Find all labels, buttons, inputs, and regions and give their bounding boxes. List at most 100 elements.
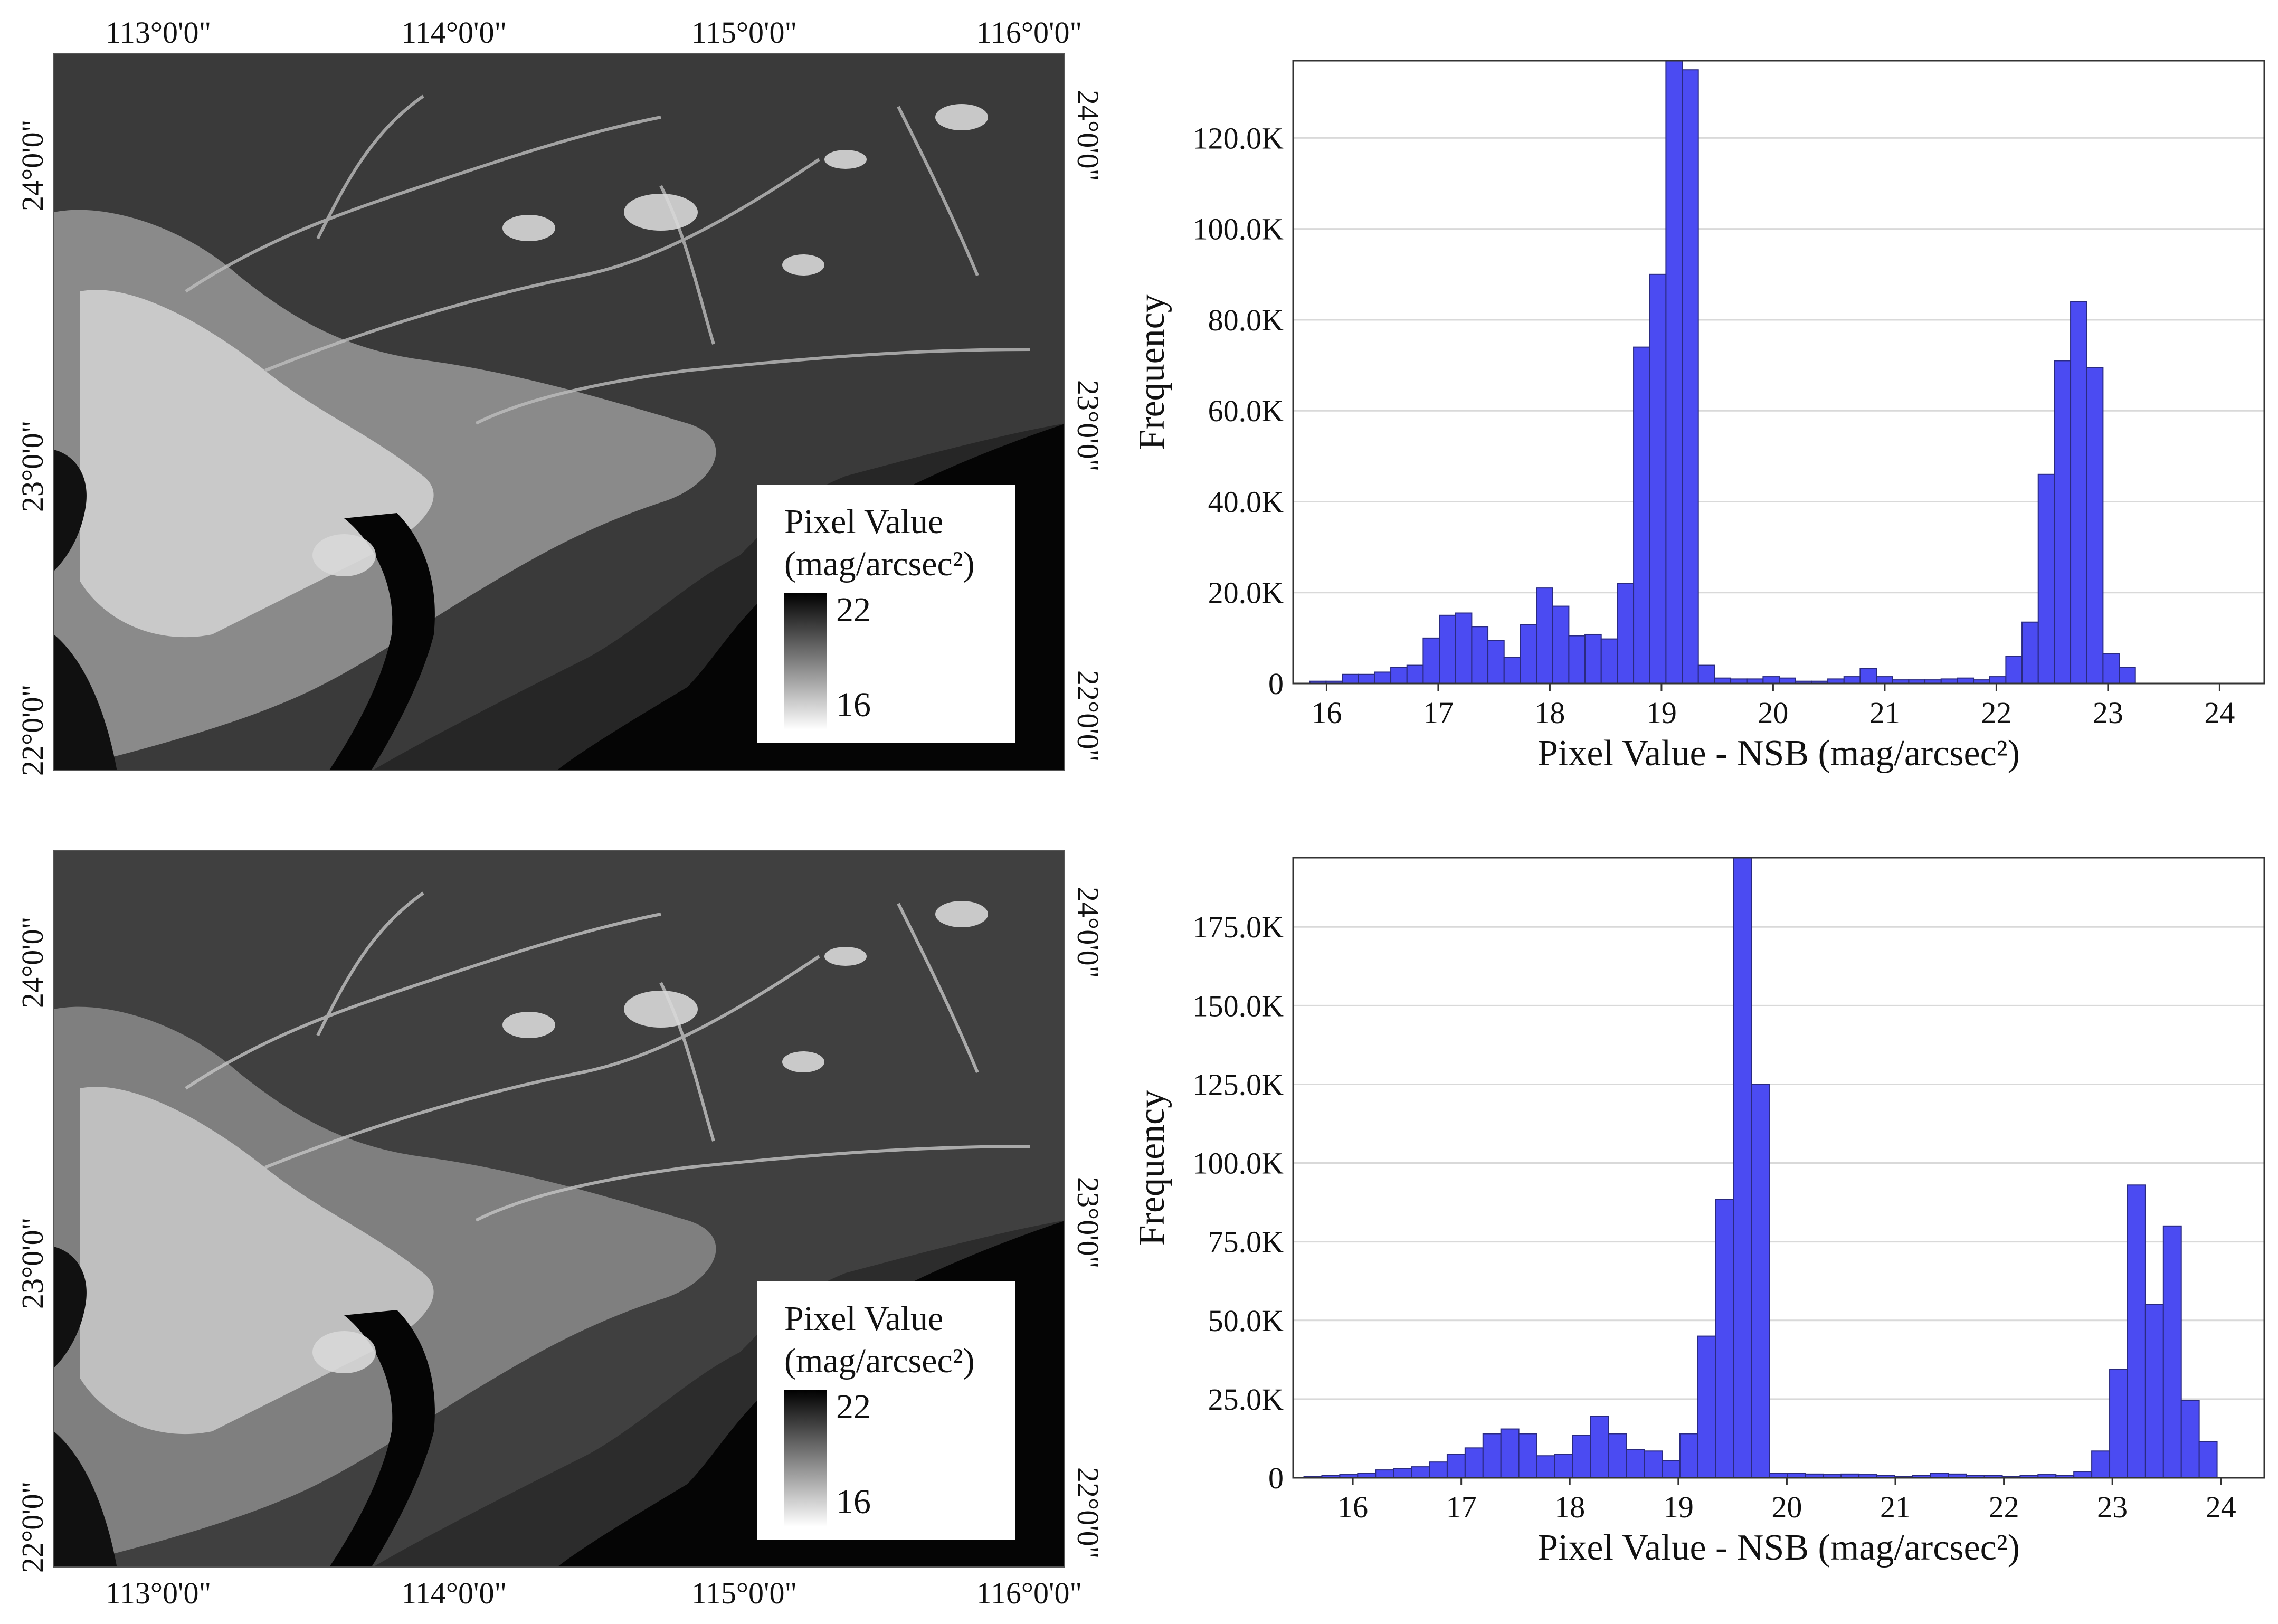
x-tick-label: 23 — [2097, 1490, 2128, 1524]
histogram-panel-top: 0 20.0K 40.0K 60.0K 80.0K 100.0K 120.0K 16 17 18 1… — [1114, 0, 2278, 797]
lon-label: 115°0'0" — [691, 1576, 798, 1610]
x-tick-label: 21 — [1880, 1490, 1911, 1524]
lat-label-right: 23°0'0" — [1071, 1177, 1105, 1269]
y-tick-label: 40.0K — [1208, 485, 1284, 519]
histogram-bar — [2037, 473, 2055, 684]
histogram-bar — [1715, 1199, 1734, 1478]
histogram-bar — [2127, 1184, 2146, 1478]
x-tick-label: 18 — [1554, 1490, 1585, 1524]
histogram-bar — [1342, 673, 1359, 684]
legend-max-value: 22 — [836, 1388, 871, 1426]
histogram-bar — [2070, 301, 2087, 684]
histogram-bar — [1626, 1449, 1645, 1479]
x-tick-label: 22 — [1989, 1490, 2019, 1524]
histogram-bar — [1500, 1428, 1520, 1479]
histogram-bar — [1536, 1455, 1555, 1479]
histogram-chart: 0 25.0K 50.0K 75.0K 100.0K 125.0K 150.0K 175.0K… — [1132, 857, 2265, 1568]
lon-label: 114°0'0" — [401, 15, 507, 50]
histogram-bar — [1439, 614, 1456, 685]
histogram-bar — [2054, 360, 2072, 684]
legend-title-line1: Pixel Value — [784, 502, 944, 541]
histogram-bar — [1665, 60, 1683, 684]
histogram-bar — [1733, 857, 1752, 1478]
y-tick-label: 0 — [1268, 667, 1284, 701]
histogram-bar — [1751, 1084, 1770, 1478]
lat-label-left: 22°0'0" — [15, 1481, 50, 1573]
histogram-bar — [1358, 673, 1375, 684]
lat-label-left: 23°0'0" — [15, 1217, 50, 1309]
lat-label-left: 24°0'0" — [15, 916, 50, 1008]
x-tick-label: 20 — [1758, 696, 1788, 730]
lat-label-right: 23°0'0" — [1071, 380, 1105, 472]
x-tick-label: 24 — [2204, 696, 2235, 730]
histogram-panel-bottom: 0 25.0K 50.0K 75.0K 100.0K 125.0K 150.0K 175.0K… — [1114, 797, 2278, 1621]
histogram-bar — [1633, 346, 1650, 684]
histogram-bar — [1679, 1433, 1698, 1478]
lat-label-left: 22°0'0" — [15, 684, 50, 776]
histogram-bar — [1989, 676, 2007, 685]
histogram-bar — [1554, 1454, 1573, 1478]
lat-label-left: 23°0'0" — [15, 420, 50, 512]
histogram-bar — [1520, 624, 1537, 684]
histogram-bar — [1390, 667, 1408, 684]
map-raster — [54, 54, 1064, 770]
histogram-bar — [1375, 1469, 1394, 1479]
histogram-bar — [1649, 273, 1667, 684]
x-tick-label: 18 — [1534, 696, 1565, 730]
lat-label-right: 22°0'0" — [1071, 670, 1105, 762]
y-tick-label: 100.0K — [1193, 1146, 1284, 1181]
x-tick-label: 24 — [2206, 1490, 2236, 1524]
histogram-bar — [1584, 633, 1602, 685]
x-tick-label: 19 — [1663, 1490, 1694, 1524]
histogram-bar — [2005, 656, 2023, 684]
y-tick-label: 20.0K — [1208, 576, 1284, 610]
legend-title-line2: (mag/arcsec²) — [784, 1342, 975, 1380]
y-axis-label: Frequency — [1132, 1090, 1172, 1246]
histogram-bar — [1843, 676, 1861, 685]
y-tick-label: 75.0K — [1208, 1225, 1284, 1259]
map-panel-top: Pixel Value (mag/arcsec²) 22 16 113°0'0"… — [0, 0, 1114, 797]
legend-min-value: 16 — [836, 1483, 871, 1521]
legend-title-line1: Pixel Value — [784, 1299, 944, 1338]
histogram-bar — [1714, 677, 1732, 684]
lon-label: 116°0'0" — [976, 1576, 1083, 1610]
histogram-bar — [1859, 668, 1877, 685]
x-tick-label: 17 — [1423, 696, 1454, 730]
x-tick-label: 20 — [1771, 1490, 1802, 1524]
histogram-bar — [1503, 657, 1521, 685]
histogram-bar — [1487, 640, 1505, 684]
histogram-bar — [1464, 1447, 1484, 1478]
x-tick-label: 16 — [1311, 696, 1342, 730]
histogram-bar — [2162, 1225, 2182, 1478]
y-tick-label: 80.0K — [1208, 303, 1284, 337]
histogram-bar — [2091, 1450, 2111, 1478]
histogram-bar — [1429, 1461, 1448, 1478]
y-tick-label: 120.0K — [1193, 121, 1284, 155]
histogram-bar — [1393, 1468, 1412, 1478]
histogram-bar — [1572, 1435, 1591, 1479]
lat-label-left: 24°0'0" — [15, 119, 50, 211]
x-tick-label: 22 — [1981, 696, 2011, 730]
lon-label: 113°0'0" — [106, 15, 212, 50]
histogram-bar — [1762, 676, 1780, 685]
lon-label: 114°0'0" — [401, 1576, 507, 1610]
histogram-bar — [2109, 1369, 2128, 1478]
lat-label-right: 24°0'0" — [1071, 887, 1105, 979]
histogram-bar — [1697, 664, 1715, 685]
lon-label: 115°0'0" — [691, 15, 798, 50]
histogram-bar — [1957, 677, 1975, 684]
histogram-bar — [1374, 671, 1392, 685]
histogram-bar — [2073, 1471, 2093, 1478]
y-tick-label: 0 — [1268, 1461, 1284, 1495]
histogram-bar — [2198, 1441, 2218, 1478]
lat-label-right: 22°0'0" — [1071, 1467, 1105, 1559]
histogram-bar — [2144, 1304, 2164, 1478]
histogram-bar — [1644, 1450, 1663, 1478]
histogram-bar — [1617, 583, 1635, 685]
histogram-bar — [2180, 1400, 2200, 1479]
histogram-bar — [1552, 605, 1570, 685]
histogram-bar — [1455, 612, 1473, 684]
legend-min-value: 16 — [836, 686, 871, 724]
histogram-bar — [1600, 638, 1618, 684]
histogram-bar — [1568, 635, 1586, 684]
